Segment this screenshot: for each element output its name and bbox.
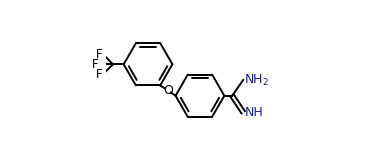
Text: O: O [163,84,173,97]
Text: F: F [92,58,99,71]
Text: F: F [96,68,102,80]
Text: NH: NH [245,106,263,119]
Text: NH$_2$: NH$_2$ [245,72,269,88]
Text: F: F [96,48,102,61]
